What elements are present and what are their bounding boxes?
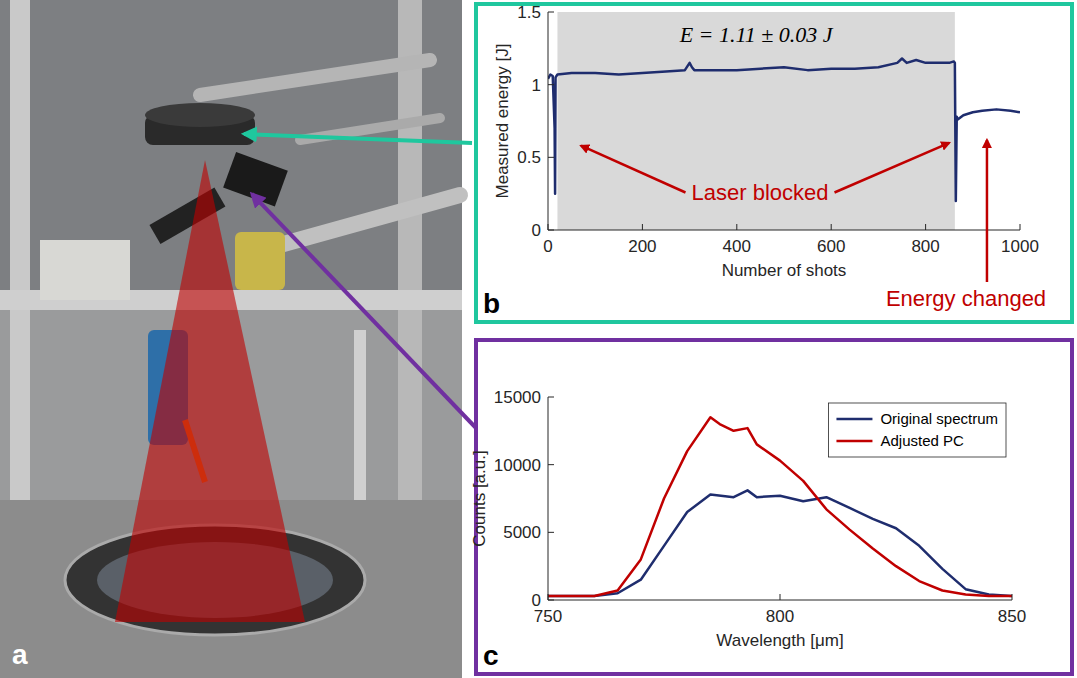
y-tick xyxy=(548,230,554,231)
legend-box xyxy=(828,403,1006,457)
y-tick xyxy=(548,12,554,13)
y-tick xyxy=(548,157,554,158)
x-tick-label: 600 xyxy=(817,237,845,256)
x-tick-label: 800 xyxy=(766,607,794,626)
figure: a 0 0.5 1 1.5 0 200 400 600 800 1000 Number of shot… xyxy=(0,0,1077,678)
photo-device xyxy=(40,240,130,300)
x-tick xyxy=(1020,224,1021,230)
x-tick xyxy=(642,224,643,230)
x-tick-label: 200 xyxy=(628,237,656,256)
shaded-range xyxy=(557,12,954,230)
y-axis-title: Counts [a.u.] xyxy=(470,450,489,546)
y-tick-label: 0.5 xyxy=(517,148,541,167)
panel-frame xyxy=(476,4,1072,322)
x-tick xyxy=(736,224,737,230)
x-tick-label: 750 xyxy=(534,607,562,626)
photo-rod xyxy=(200,60,430,95)
plot-area xyxy=(548,417,1012,596)
photo-rod xyxy=(280,195,460,245)
x-tick-label: 800 xyxy=(911,237,939,256)
photo-energy-meter-top xyxy=(145,103,255,127)
panel-letter: c xyxy=(483,640,499,671)
x-tick xyxy=(780,594,781,600)
plot-area xyxy=(548,12,1020,230)
chart-panel: 050001000015000750800850Wavelength [μm]C… xyxy=(470,340,1072,674)
connector-arrow xyxy=(244,134,472,143)
connector-arrow xyxy=(252,194,476,428)
x-tick-label: 850 xyxy=(998,607,1026,626)
x-tick xyxy=(925,224,926,230)
annotation: Energy changed xyxy=(886,286,1046,311)
legend: Original spectrum Adjusted PC xyxy=(828,403,1006,457)
x-axis xyxy=(548,230,1020,231)
x-tick-label: 0 xyxy=(543,237,552,256)
y-tick xyxy=(548,532,554,533)
panel-frame xyxy=(476,340,1072,674)
x-tick xyxy=(548,224,549,230)
annotation-arrow xyxy=(581,146,685,193)
y-tick xyxy=(548,397,554,398)
annotation-arrow xyxy=(834,143,949,193)
y-tick-label: 1 xyxy=(532,76,541,95)
y-tick xyxy=(548,600,554,601)
y-tick-label: 5000 xyxy=(503,523,541,542)
panel-letter: a xyxy=(12,639,28,670)
y-tick-label: 10000 xyxy=(494,456,541,475)
legend-swatch xyxy=(836,418,872,421)
y-axis xyxy=(548,397,549,600)
x-axis-title: Wavelength [μm] xyxy=(716,631,843,650)
annotation: Laser blocked xyxy=(692,180,829,205)
photo-device xyxy=(235,232,285,290)
annotation-energy: E = 1.11 ± 0.03 J xyxy=(679,22,834,47)
x-axis-title: Number of shots xyxy=(722,261,847,280)
y-tick xyxy=(548,464,554,465)
y-tick xyxy=(548,84,554,85)
x-tick-label: 400 xyxy=(723,237,751,256)
annotation-arrow xyxy=(986,140,989,282)
x-tick xyxy=(1012,594,1013,600)
series-line xyxy=(548,417,1012,596)
x-tick xyxy=(548,594,549,600)
y-axis-title: Measured energy [J] xyxy=(493,44,512,199)
x-tick-label: 1000 xyxy=(1001,237,1039,256)
legend-label: Adjusted PC xyxy=(880,432,964,449)
legend-swatch xyxy=(836,440,872,443)
panel-letter: b xyxy=(483,288,500,319)
y-axis xyxy=(548,12,549,230)
chart-panel: 0 0.5 1 1.5 0 200 400 600 800 1000 Number of shots… xyxy=(476,3,1072,322)
x-tick xyxy=(831,224,832,230)
y-tick-label: 1.5 xyxy=(517,3,541,22)
y-tick-label: 15000 xyxy=(494,388,541,407)
y-tick-label: 0 xyxy=(532,221,541,240)
series-line xyxy=(548,490,1012,596)
legend-label: Original spectrum xyxy=(880,410,998,427)
photo-machinery xyxy=(0,0,462,300)
photo-rod xyxy=(354,330,366,500)
photo-laser-beam xyxy=(115,160,305,622)
